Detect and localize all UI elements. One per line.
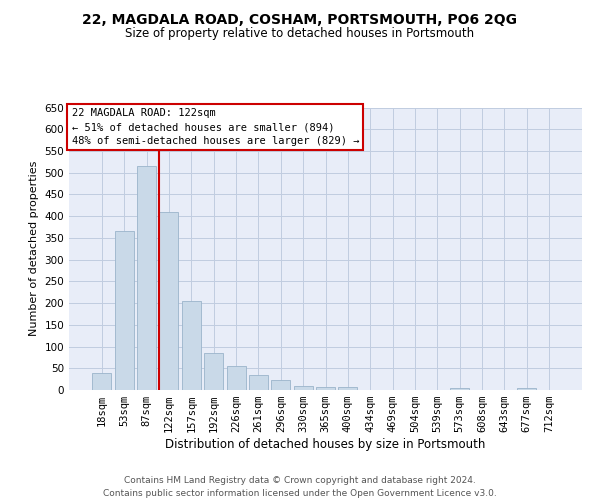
Bar	[92, 374, 112, 390]
Bar	[204, 354, 223, 390]
X-axis label: Distribution of detached houses by size in Portsmouth: Distribution of detached houses by size …	[166, 438, 485, 451]
Bar	[271, 380, 290, 390]
Text: Contains HM Land Registry data © Crown copyright and database right 2024.
Contai: Contains HM Land Registry data © Crown c…	[103, 476, 497, 498]
Bar	[115, 232, 134, 390]
Text: 22 MAGDALA ROAD: 122sqm
← 51% of detached houses are smaller (894)
48% of semi-d: 22 MAGDALA ROAD: 122sqm ← 51% of detache…	[71, 108, 359, 146]
Y-axis label: Number of detached properties: Number of detached properties	[29, 161, 39, 336]
Bar	[182, 301, 201, 390]
Bar	[316, 386, 335, 390]
Bar	[227, 366, 245, 390]
Bar	[517, 388, 536, 390]
Bar	[137, 166, 156, 390]
Text: Size of property relative to detached houses in Portsmouth: Size of property relative to detached ho…	[125, 28, 475, 40]
Bar	[249, 375, 268, 390]
Text: 22, MAGDALA ROAD, COSHAM, PORTSMOUTH, PO6 2QG: 22, MAGDALA ROAD, COSHAM, PORTSMOUTH, PO…	[83, 12, 517, 26]
Bar	[450, 388, 469, 390]
Bar	[160, 212, 178, 390]
Bar	[338, 386, 358, 390]
Bar	[293, 386, 313, 390]
